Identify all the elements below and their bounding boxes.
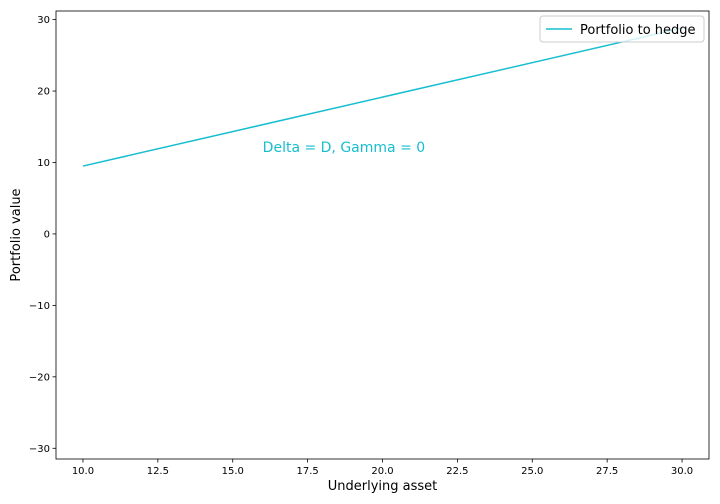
- x-tick-label: 20.0: [371, 466, 393, 477]
- x-tick-label: 25.0: [521, 466, 543, 477]
- legend-entry-portfolio-to-hedge: Portfolio to hedge: [580, 23, 696, 38]
- annotation-text: Delta = D, Gamma = 0: [263, 140, 425, 156]
- y-axis-ticks: 30 20 10 0 −10 −20 −30: [29, 15, 56, 455]
- y-tick-label: −10: [29, 301, 50, 312]
- series-line-portfolio-to-hedge: [82, 27, 683, 167]
- x-tick-label: 15.0: [222, 466, 244, 477]
- y-tick-label: 10: [37, 158, 50, 169]
- y-tick-label: 20: [37, 87, 50, 98]
- annotation-layer: Delta = D, Gamma = 0: [263, 140, 425, 156]
- x-tick-label: 22.5: [446, 466, 468, 477]
- y-tick-label: 30: [37, 15, 50, 26]
- y-tick-label: −30: [29, 444, 50, 455]
- x-tick-label: 17.5: [296, 466, 318, 477]
- x-tick-label: 12.5: [147, 466, 169, 477]
- x-tick-label: 27.5: [596, 466, 618, 477]
- x-tick-label: 30.0: [671, 466, 693, 477]
- x-axis-label: Underlying asset: [328, 479, 438, 494]
- series-layer: [82, 27, 683, 167]
- y-tick-label: 0: [44, 229, 50, 240]
- legend: Portfolio to hedge: [539, 15, 705, 43]
- y-axis-label: Portfolio value: [9, 188, 24, 281]
- legend-box: [539, 15, 705, 43]
- x-axis-ticks: 10.0 12.5 15.0 17.5 20.0 22.5 25.0 27.5 30.0: [72, 459, 693, 477]
- x-tick-label: 10.0: [72, 466, 94, 477]
- y-tick-label: −20: [29, 372, 50, 383]
